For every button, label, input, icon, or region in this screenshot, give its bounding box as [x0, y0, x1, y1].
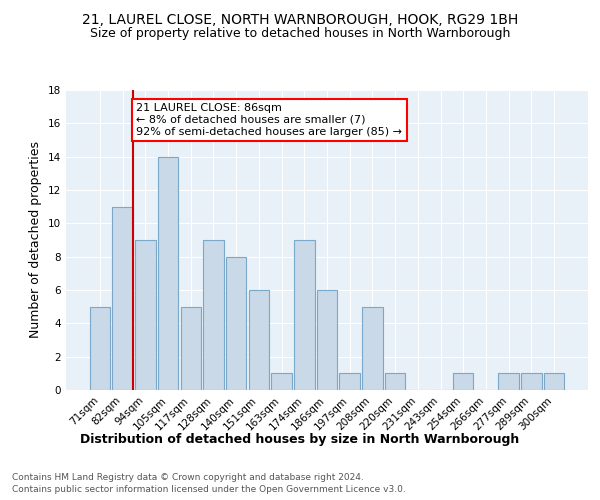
Bar: [453, 374, 473, 390]
Bar: [112, 206, 133, 390]
Text: Distribution of detached houses by size in North Warnborough: Distribution of detached houses by size …: [80, 432, 520, 446]
Bar: [226, 256, 247, 390]
Bar: [158, 156, 178, 390]
Text: 21 LAUREL CLOSE: 86sqm
← 8% of detached houses are smaller (7)
92% of semi-detac: 21 LAUREL CLOSE: 86sqm ← 8% of detached …: [136, 104, 402, 136]
Text: Contains public sector information licensed under the Open Government Licence v3: Contains public sector information licen…: [12, 485, 406, 494]
Bar: [499, 374, 519, 390]
Bar: [521, 374, 542, 390]
Bar: [248, 290, 269, 390]
Text: Contains HM Land Registry data © Crown copyright and database right 2024.: Contains HM Land Registry data © Crown c…: [12, 472, 364, 482]
Bar: [203, 240, 224, 390]
Bar: [294, 240, 314, 390]
Bar: [362, 306, 383, 390]
Bar: [385, 374, 406, 390]
Bar: [544, 374, 564, 390]
Y-axis label: Number of detached properties: Number of detached properties: [29, 142, 43, 338]
Text: Size of property relative to detached houses in North Warnborough: Size of property relative to detached ho…: [90, 28, 510, 40]
Bar: [135, 240, 155, 390]
Bar: [340, 374, 360, 390]
Text: 21, LAUREL CLOSE, NORTH WARNBOROUGH, HOOK, RG29 1BH: 21, LAUREL CLOSE, NORTH WARNBOROUGH, HOO…: [82, 12, 518, 26]
Bar: [90, 306, 110, 390]
Bar: [317, 290, 337, 390]
Bar: [271, 374, 292, 390]
Bar: [181, 306, 201, 390]
